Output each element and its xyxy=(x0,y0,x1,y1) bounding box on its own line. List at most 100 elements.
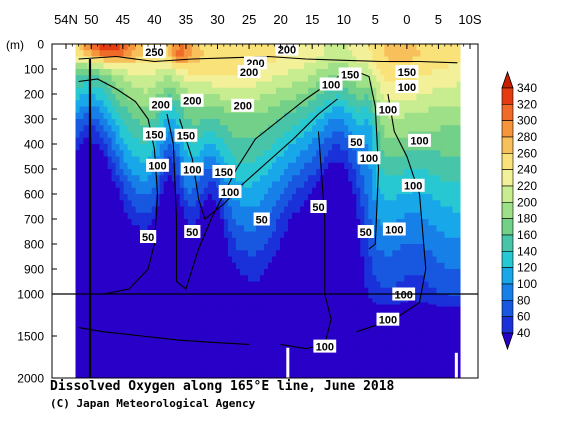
contour-label: 100 xyxy=(404,181,422,193)
contour-label: 100 xyxy=(148,161,166,173)
contour-label: 50 xyxy=(312,202,324,214)
oxygen-field xyxy=(75,44,461,379)
colorbar-label: 240 xyxy=(517,163,537,177)
colorbar-label: 100 xyxy=(517,277,537,291)
x-tick-label: 25 xyxy=(242,12,256,27)
contour-label: 200 xyxy=(152,99,170,111)
x-tick-label: 5 xyxy=(435,12,442,27)
colorbar-swatch xyxy=(502,284,513,300)
x-tick-label: 10S xyxy=(458,12,481,27)
x-tick-label: 10 xyxy=(337,12,351,27)
chart-title: Dissolved Oxygen along 165°E line, June … xyxy=(50,379,394,394)
colorbar-label: 200 xyxy=(517,195,537,209)
colorbar-swatch xyxy=(502,137,513,153)
contour-label: 200 xyxy=(240,67,258,79)
colorbar-swatch xyxy=(502,153,513,169)
y-tick-label: 600 xyxy=(24,188,44,202)
x-tick-label: 30 xyxy=(210,12,224,27)
contour-label: 150 xyxy=(215,167,233,179)
colorbar-label: 80 xyxy=(517,293,531,307)
x-tick-label: 54N xyxy=(54,12,78,27)
colorbar-top-arrow xyxy=(502,72,513,88)
colorbar-label: 140 xyxy=(517,244,537,258)
colorbar-swatch xyxy=(502,186,513,202)
contour-label: 50 xyxy=(186,227,198,239)
contour-label: 50 xyxy=(360,227,372,239)
y-axis-label: (m) xyxy=(6,38,24,52)
colorbar-swatch xyxy=(502,300,513,316)
contour-label: 150 xyxy=(341,69,359,81)
x-tick-label: 35 xyxy=(179,12,193,27)
colorbar-swatch xyxy=(502,219,513,235)
colorbar-swatch xyxy=(502,170,513,186)
colorbar-label: 340 xyxy=(517,81,537,95)
colorbar-label: 320 xyxy=(517,97,537,111)
contour-label: 100 xyxy=(316,341,334,353)
contour-label: 50 xyxy=(142,232,154,244)
chart-credit: (C) Japan Meteorological Agency xyxy=(50,397,255,410)
x-tick-label: 15 xyxy=(305,12,319,27)
contour-label: 100 xyxy=(183,164,201,176)
colorbar-label: 120 xyxy=(517,261,537,275)
colorbar-bottom-arrow xyxy=(502,333,513,349)
colorbar-swatch xyxy=(502,317,513,333)
y-tick-label: 500 xyxy=(24,163,44,177)
colorbar-label: 280 xyxy=(517,130,537,144)
contour-label: 100 xyxy=(360,153,378,165)
x-tick-label: 50 xyxy=(84,12,98,27)
y-tick-label: 800 xyxy=(24,238,44,252)
contour-label: 100 xyxy=(379,104,397,116)
y-tick-label: 300 xyxy=(24,113,44,127)
no-data-right xyxy=(461,44,478,378)
y-axis: 0 100 200 300 400 500 600 700 800 900 1000 1500 2000… xyxy=(6,38,57,386)
contour-label: 100 xyxy=(322,79,340,91)
y-tick-label: 200 xyxy=(24,88,44,102)
x-tick-label: 20 xyxy=(273,12,287,27)
contour-label: 100 xyxy=(379,315,397,327)
colorbar: 340 320 300 280 260 240 220 200 180 160 140 120 100 8… xyxy=(502,72,537,349)
y-tick-label: 400 xyxy=(24,138,44,152)
colorbar-label: 180 xyxy=(517,212,537,226)
contour-label: 150 xyxy=(177,131,195,143)
y-tick-label: 100 xyxy=(24,63,44,77)
y-tick-label: 1500 xyxy=(17,330,44,344)
colorbar-swatch xyxy=(502,104,513,120)
colorbar-label: 60 xyxy=(517,310,531,324)
y-tick-label: 0 xyxy=(37,38,44,52)
y-tick-label: 1000 xyxy=(17,288,44,302)
contour-label: 150 xyxy=(398,67,416,79)
x-tick-label: 5 xyxy=(372,12,379,27)
contour-label: 100 xyxy=(398,82,416,94)
no-data-gap xyxy=(286,348,289,378)
colorbar-swatch xyxy=(502,202,513,218)
contour-label: 100 xyxy=(221,187,239,199)
colorbar-label: 160 xyxy=(517,228,537,242)
contour-label: 200 xyxy=(183,96,201,108)
colorbar-swatch xyxy=(502,251,513,267)
contour-label: 50 xyxy=(256,214,268,226)
contour-label: 150 xyxy=(145,129,163,141)
colorbar-swatch xyxy=(502,121,513,137)
contour-label: 200 xyxy=(234,101,252,113)
colorbar-label: 40 xyxy=(517,326,531,340)
colorbar-swatch xyxy=(502,235,513,251)
y-tick-label: 2000 xyxy=(17,372,44,386)
x-tick-label: 0 xyxy=(403,12,410,27)
colorbar-label: 260 xyxy=(517,146,537,160)
colorbar-swatch xyxy=(502,268,513,284)
contour-label: 100 xyxy=(385,224,403,236)
x-tick-label: 40 xyxy=(147,12,161,27)
y-tick-label: 700 xyxy=(24,213,44,227)
y-tick-label: 900 xyxy=(24,263,44,277)
contour-label: 100 xyxy=(410,136,428,148)
contour-label: 100 xyxy=(395,289,413,301)
no-data-gap xyxy=(455,353,458,378)
colorbar-label: 220 xyxy=(517,179,537,193)
colorbar-label: 300 xyxy=(517,114,537,128)
x-tick-label: 45 xyxy=(116,12,130,27)
colorbar-swatch xyxy=(502,88,513,104)
contour-label: 50 xyxy=(350,137,362,149)
